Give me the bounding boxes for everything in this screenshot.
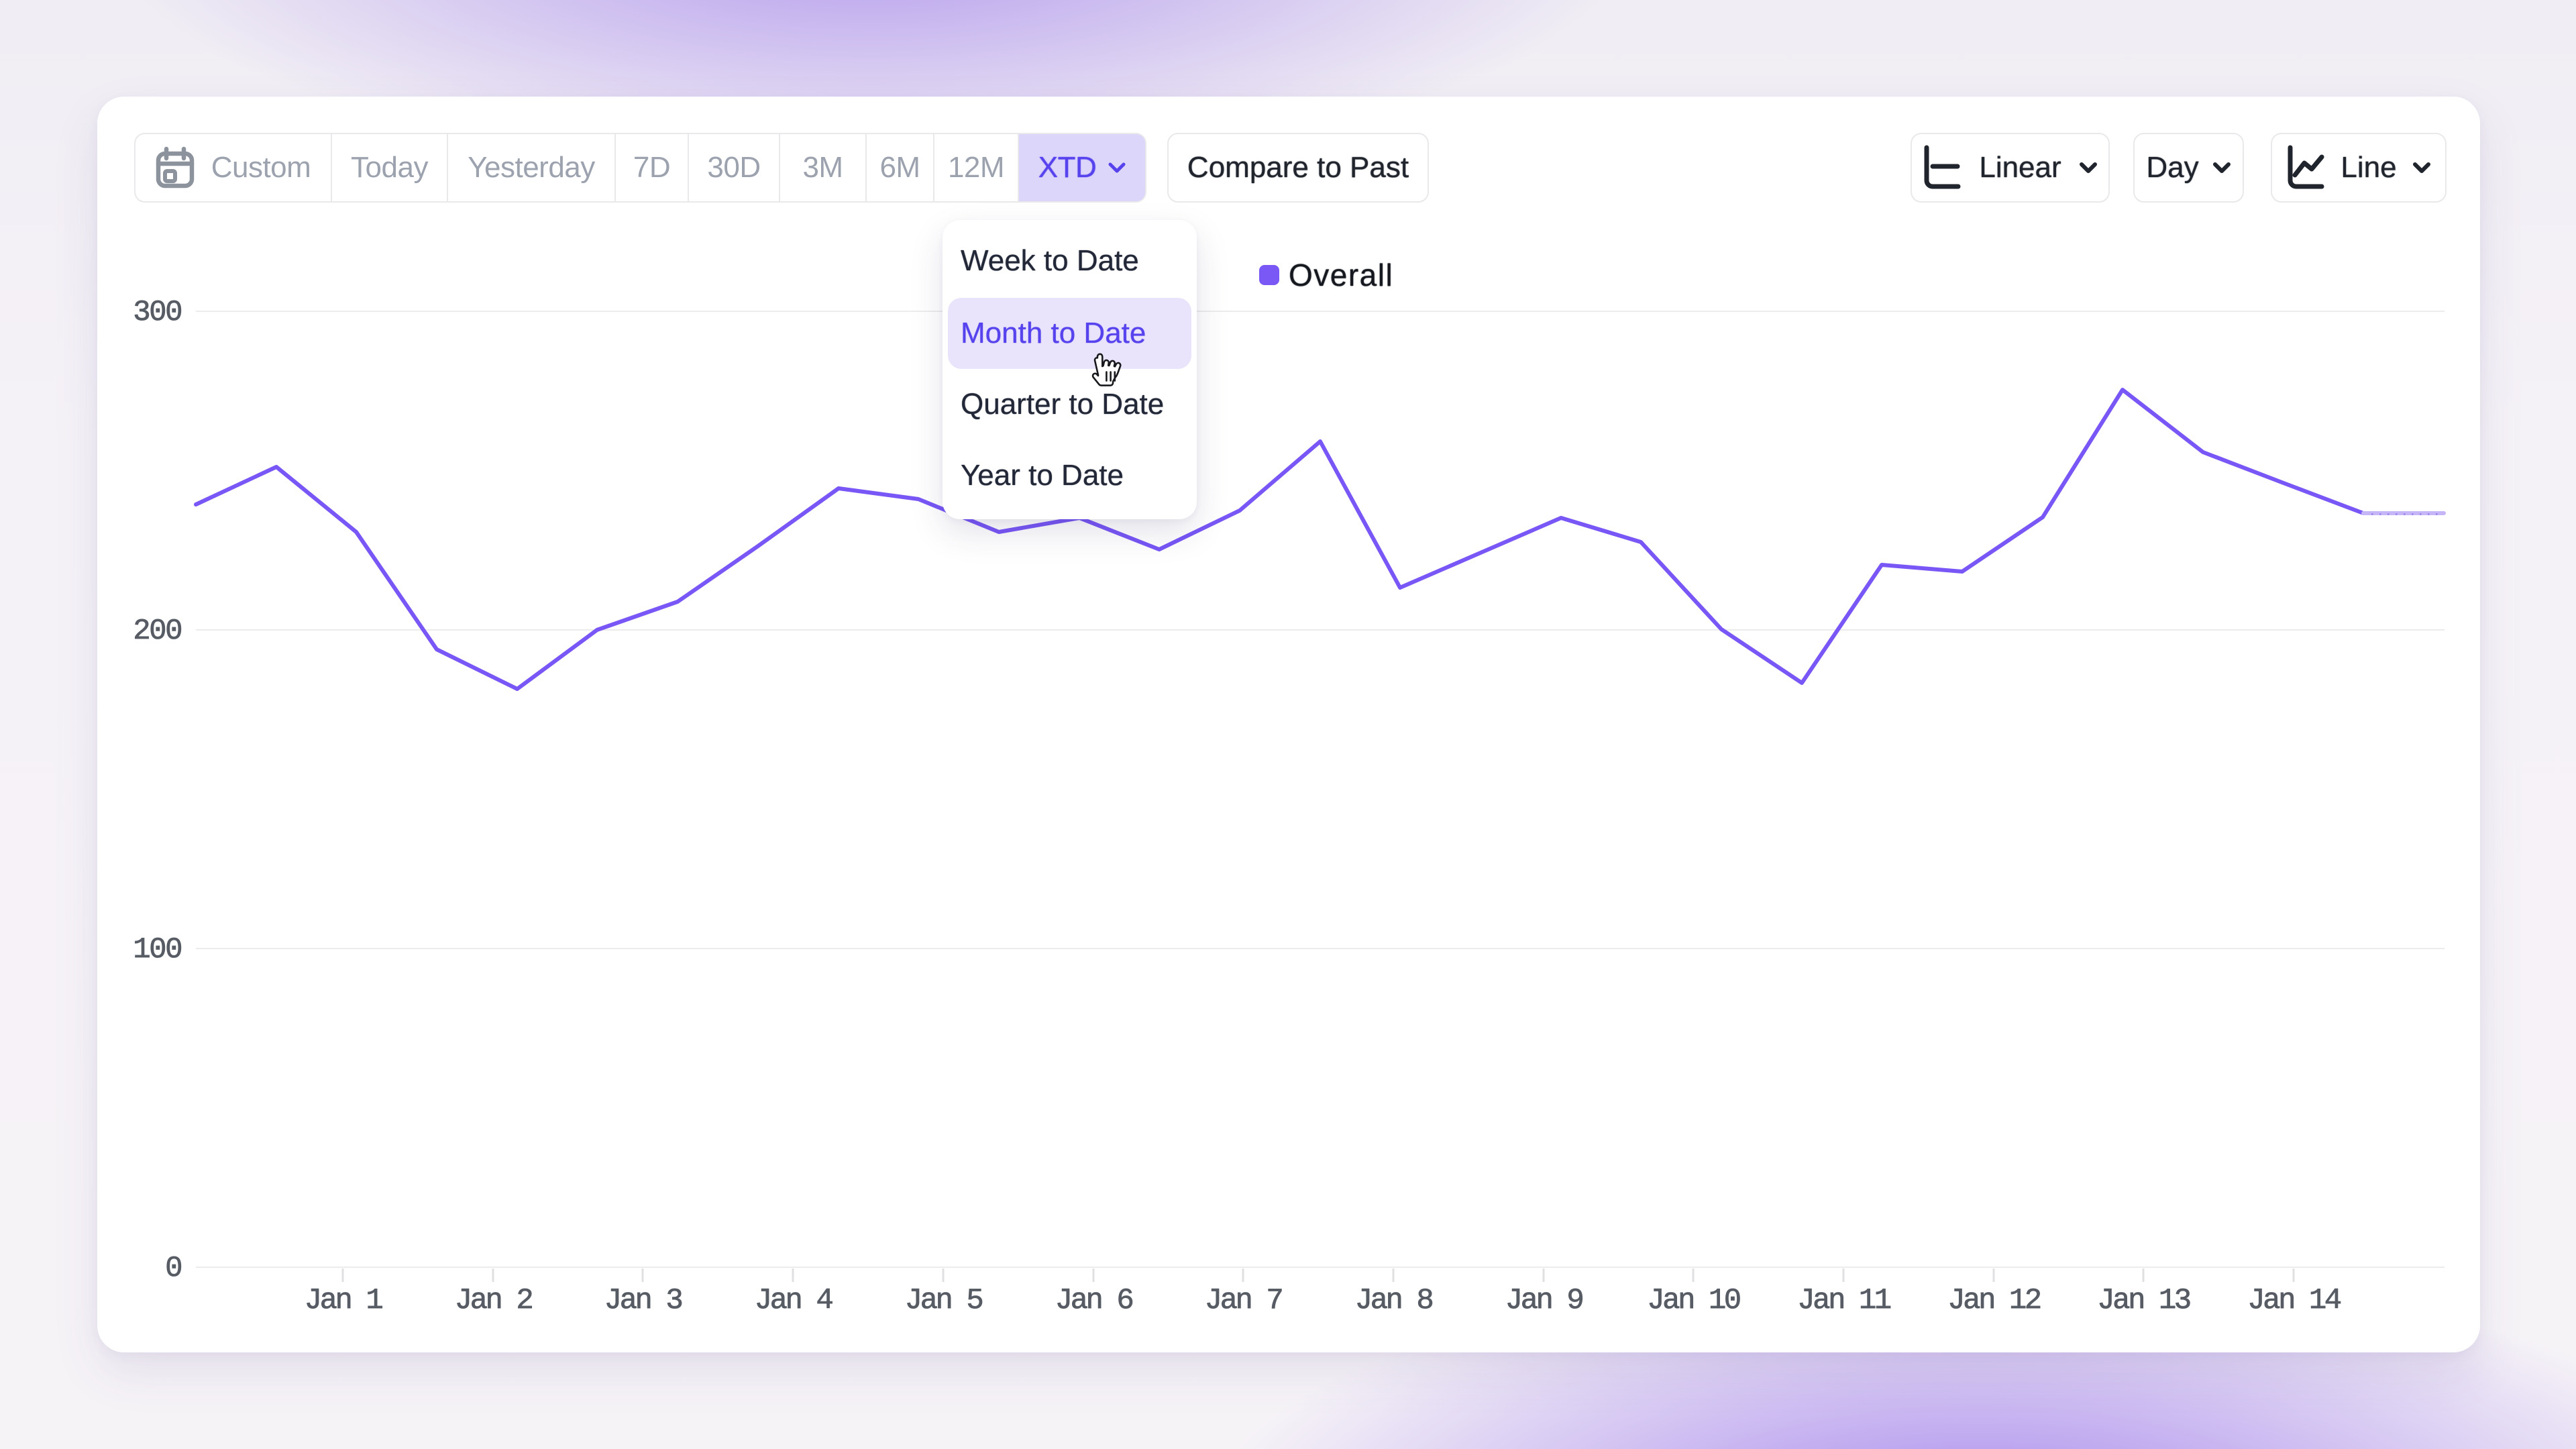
svg-text:Jan 8: Jan 8 bbox=[1355, 1284, 1433, 1318]
svg-text:Jan 12: Jan 12 bbox=[1947, 1284, 2041, 1318]
svg-text:Jan 2: Jan 2 bbox=[455, 1284, 533, 1318]
svg-text:0: 0 bbox=[165, 1252, 181, 1285]
svg-text:Jan 6: Jan 6 bbox=[1055, 1284, 1133, 1318]
svg-text:Jan 13: Jan 13 bbox=[2097, 1284, 2190, 1318]
svg-text:Jan 1: Jan 1 bbox=[305, 1284, 383, 1318]
svg-text:Jan 9: Jan 9 bbox=[1505, 1284, 1583, 1318]
svg-text:300: 300 bbox=[133, 296, 181, 329]
svg-text:Jan 10: Jan 10 bbox=[1647, 1284, 1740, 1318]
svg-text:100: 100 bbox=[133, 933, 181, 967]
svg-text:200: 200 bbox=[133, 614, 181, 648]
svg-text:Jan 11: Jan 11 bbox=[1797, 1284, 1891, 1318]
svg-text:Jan 3: Jan 3 bbox=[604, 1284, 682, 1318]
svg-text:Jan 5: Jan 5 bbox=[905, 1284, 983, 1318]
svg-text:Jan 7: Jan 7 bbox=[1205, 1284, 1282, 1318]
svg-text:Jan 4: Jan 4 bbox=[755, 1284, 833, 1318]
svg-text:Jan 14: Jan 14 bbox=[2247, 1284, 2341, 1318]
